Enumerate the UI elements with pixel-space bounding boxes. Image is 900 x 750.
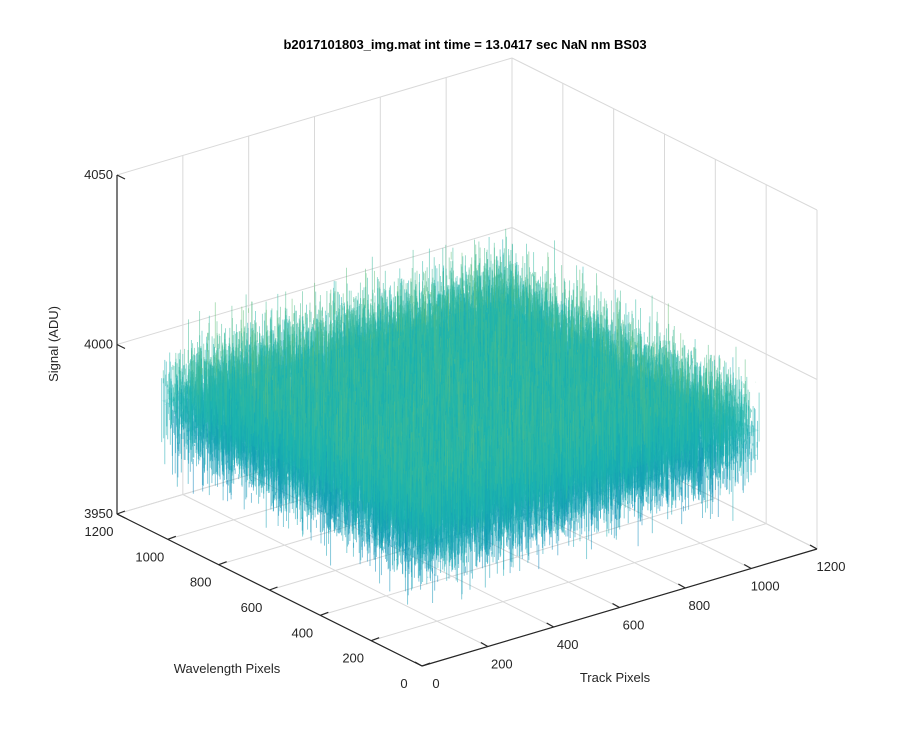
surface-layer [161,228,760,605]
floor-grid-line-y [320,497,716,616]
floor-grid-line-y [371,523,767,642]
back-wall-grid-line-z [116,57,513,176]
right-wall-grid-line-z [511,57,818,211]
right-wall-grid-line-z [511,227,818,380]
